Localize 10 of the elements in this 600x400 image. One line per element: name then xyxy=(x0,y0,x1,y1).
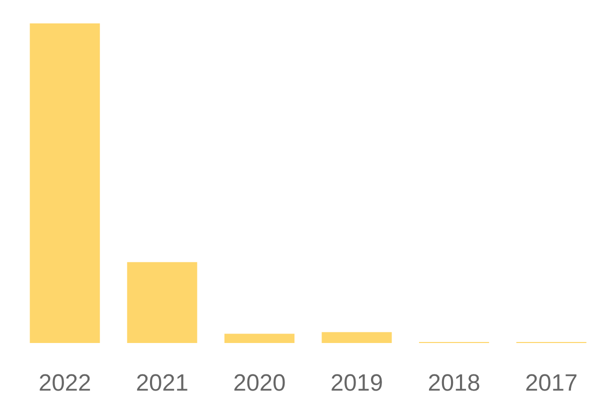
bar xyxy=(224,334,294,343)
x-tick-label: 2018 xyxy=(428,374,480,391)
x-tick-label: 2017 xyxy=(526,374,576,391)
x-tick-label: 2020 xyxy=(234,374,285,391)
bar xyxy=(127,262,198,343)
bar xyxy=(322,332,392,343)
x-tick-label: 2021 xyxy=(137,374,188,391)
x-tick-label: 2022 xyxy=(40,374,90,391)
bar xyxy=(30,23,100,343)
x-tick-label: 2019 xyxy=(332,374,382,391)
